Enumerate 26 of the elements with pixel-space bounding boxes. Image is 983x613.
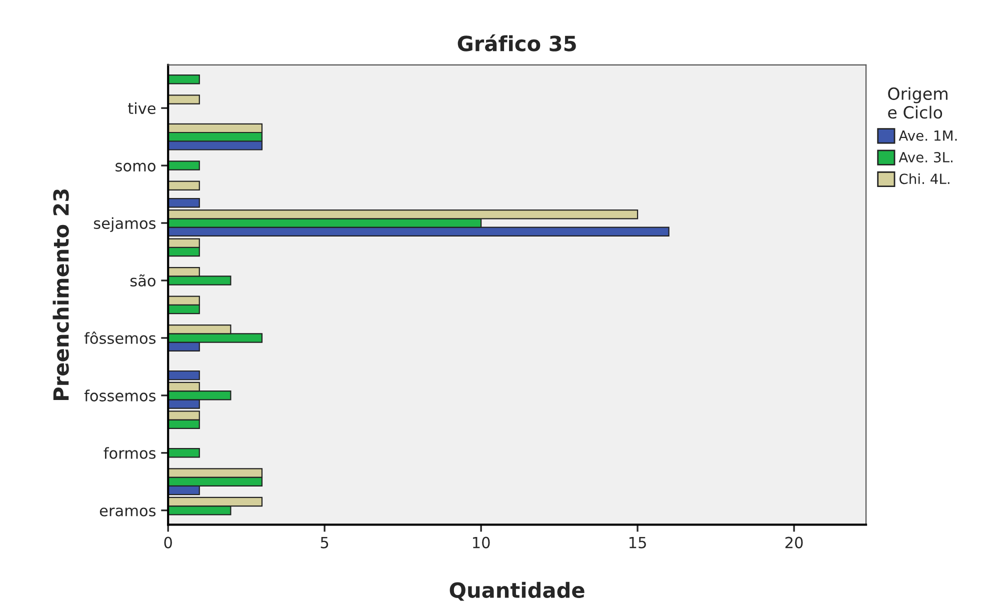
legend-label: Ave. 1M. <box>898 130 957 141</box>
legend-title: Origem e Ciclo <box>888 87 948 119</box>
x-axis-title: Quantidade <box>450 582 584 601</box>
y-tick-label: são <box>130 274 156 287</box>
bar <box>168 370 200 380</box>
chart-title: Gráfico 35 <box>458 34 576 52</box>
x-tick-label: 0 <box>164 536 172 548</box>
y-tick-label: tive <box>128 102 156 114</box>
y-tick-label: formos <box>104 447 156 459</box>
x-tick-label: 10 <box>473 536 490 548</box>
y-tick-label: sejamos <box>94 217 156 232</box>
bar <box>168 160 200 170</box>
x-tick-label: 5 <box>320 537 328 548</box>
y-axis-title: Preenchimento 23 <box>52 189 69 400</box>
x-tick-label: 20 <box>785 536 803 548</box>
y-tick-label: somo <box>116 162 156 172</box>
legend-label: Ave. 3L. <box>898 152 952 162</box>
bar <box>168 74 200 84</box>
y-tick-label: eramos <box>100 508 156 516</box>
y-tick-label: fossemos <box>84 390 156 402</box>
legend-label: Chi. 4L. <box>899 173 950 184</box>
bar <box>168 94 200 104</box>
bar <box>168 180 200 191</box>
x-tick-label: 15 <box>630 537 646 548</box>
y-tick-label: fôssemos <box>84 332 156 344</box>
bar <box>168 448 200 458</box>
